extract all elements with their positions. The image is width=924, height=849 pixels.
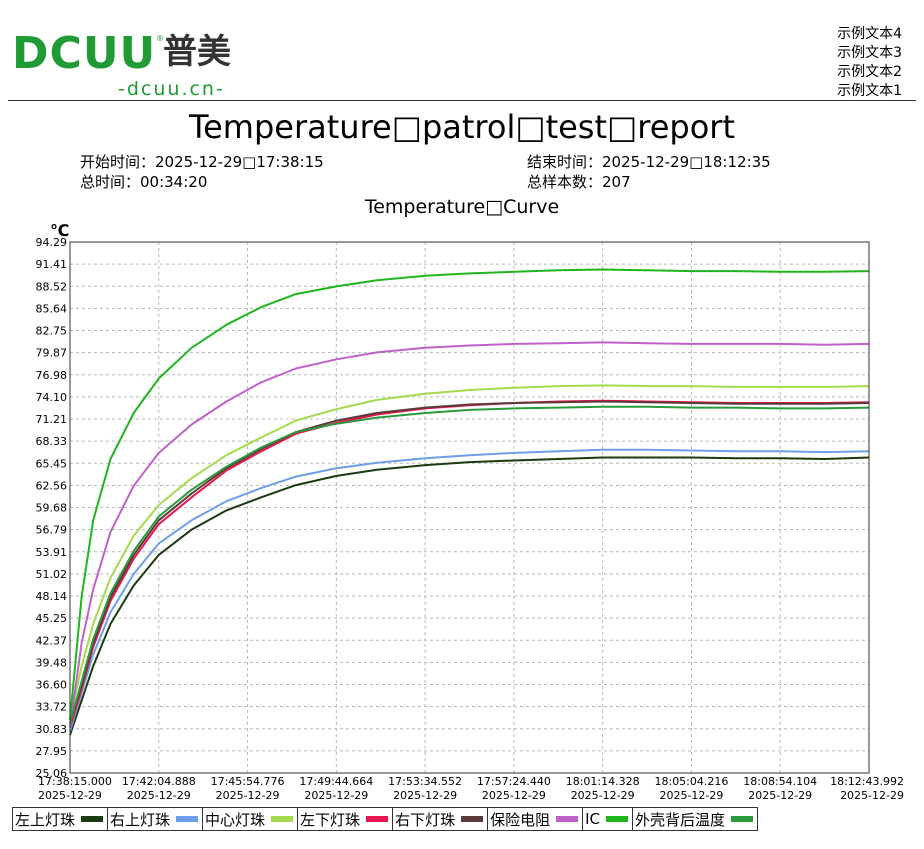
legend-item: IC — [583, 808, 633, 830]
legend-item: 左下灯珠 — [298, 808, 394, 830]
x-tick-date: 2025-12-29 — [304, 789, 368, 802]
y-tick-label: 94.29 — [36, 236, 68, 249]
registered-mark: ® — [156, 34, 164, 43]
y-tick-label: 59.68 — [36, 502, 68, 515]
legend-label: 保险电阻 — [490, 810, 551, 829]
legend-swatch — [461, 816, 484, 822]
y-tick-label: 62.56 — [36, 479, 68, 492]
legend-swatch — [556, 816, 579, 822]
y-axis-unit: ℃ — [50, 221, 69, 240]
y-tick-label: 82.75 — [36, 325, 68, 338]
y-tick-label: 56.79 — [36, 524, 68, 537]
legend-item: 右下灯珠 — [393, 808, 489, 830]
x-tick-date: 2025-12-29 — [748, 789, 812, 802]
end-time: 结束时间：2025-12-29□18:12:35 — [527, 153, 771, 171]
y-tick-label: 51.02 — [36, 568, 68, 581]
legend-label: 右上灯珠 — [110, 810, 171, 829]
y-tick-label: 48.14 — [36, 590, 68, 603]
y-tick-label: 33.72 — [36, 701, 68, 714]
y-tick-label: 36.60 — [36, 679, 68, 692]
sample-text-2: 示例文本2 — [837, 64, 902, 80]
legend-item: 外壳背后温度 — [633, 808, 757, 830]
x-tick-date: 2025-12-29 — [127, 789, 191, 802]
legend-item: 中心灯珠 — [203, 808, 299, 830]
x-tick-time: 17:45:54.776 — [211, 775, 285, 788]
y-tick-label: 71.21 — [36, 413, 68, 426]
series-line-6 — [69, 341, 870, 728]
legend-item: 右上灯珠 — [108, 808, 204, 830]
legend-swatch — [606, 816, 628, 822]
y-tick-label: 25.06 — [36, 767, 68, 780]
series-line-3 — [69, 384, 870, 721]
legend-label: 左下灯珠 — [300, 810, 361, 829]
series-line-7 — [69, 268, 870, 720]
series-line-1 — [69, 456, 870, 736]
legend-item: 左上灯珠 — [13, 808, 109, 830]
series-line-5 — [69, 400, 870, 724]
series-line-2 — [69, 448, 870, 732]
legend-label: 外壳背后温度 — [635, 810, 726, 829]
y-tick-label: 53.91 — [36, 546, 68, 559]
x-tick-time: 17:42:04.888 — [122, 775, 196, 788]
x-tick-date: 2025-12-29 — [659, 789, 723, 802]
x-tick-time: 18:08:54.104 — [743, 775, 817, 788]
header-divider — [8, 100, 916, 101]
legend-label: 中心灯珠 — [205, 810, 266, 829]
legend-swatch — [176, 816, 199, 822]
y-tick-label: 88.52 — [36, 280, 68, 293]
y-tick-label: 45.25 — [36, 612, 68, 625]
x-tick-date: 2025-12-29 — [482, 789, 546, 802]
report-title: Temperature□patrol□test□report — [189, 108, 735, 146]
legend-label: 右下灯珠 — [395, 810, 456, 829]
x-tick-time: 18:05:04.216 — [654, 775, 728, 788]
y-tick-label: 39.48 — [36, 656, 68, 669]
series-line-8 — [69, 405, 870, 724]
start-time: 开始时间：2025-12-29□17:38:15 — [80, 153, 324, 171]
x-tick-time: 17:38:15.000 — [38, 775, 112, 788]
x-tick-date: 2025-12-29 — [216, 789, 280, 802]
y-tick-label: 68.33 — [36, 435, 68, 448]
legend-swatch — [271, 816, 294, 822]
x-tick-time: 18:01:14.328 — [566, 775, 640, 788]
plot-area-border — [69, 241, 870, 774]
brand-logo-chinese: 普美 — [163, 32, 231, 72]
y-tick-label: 42.37 — [36, 634, 68, 647]
y-tick-label: 76.98 — [36, 369, 68, 382]
x-tick-time: 18:12:43.992 — [830, 775, 904, 788]
legend-swatch — [366, 816, 389, 822]
x-tick-time: 17:49:44.664 — [299, 775, 373, 788]
y-tick-label: 79.87 — [36, 347, 68, 360]
y-tick-label: 91.41 — [36, 258, 68, 271]
chart-title: Temperature□Curve — [364, 196, 560, 218]
sample-text-1: 示例文本1 — [837, 83, 902, 99]
legend-swatch — [731, 816, 754, 822]
sample-text-3: 示例文本3 — [837, 45, 902, 61]
y-tick-label: 74.10 — [36, 391, 68, 404]
legend-item: 保险电阻 — [488, 808, 584, 830]
legend-label: IC — [585, 810, 600, 828]
legend-swatch — [81, 816, 104, 822]
sample-text-4: 示例文本4 — [837, 26, 902, 42]
brand-logo: DCUU — [12, 28, 157, 79]
series-line-4 — [69, 399, 870, 728]
sample-count: 总样本数：207 — [527, 173, 631, 191]
x-tick-time: 17:53:34.552 — [388, 775, 462, 788]
total-time: 总时间：00:34:20 — [80, 173, 208, 191]
y-tick-label: 30.83 — [36, 723, 68, 736]
brand-url: -dcuu.cn- — [118, 78, 225, 100]
x-tick-date: 2025-12-29 — [393, 789, 457, 802]
y-tick-label: 27.95 — [36, 745, 68, 758]
y-tick-label: 65.45 — [36, 457, 68, 470]
legend-label: 左上灯珠 — [15, 810, 76, 829]
x-tick-date: 2025-12-29 — [840, 789, 904, 802]
x-tick-date: 2025-12-29 — [571, 789, 635, 802]
x-tick-date: 2025-12-29 — [38, 789, 102, 802]
chart-legend: 左上灯珠 右上灯珠 中心灯珠 左下灯珠 右下灯珠 保险电阻 IC 外壳背后温度 — [12, 807, 759, 831]
y-tick-label: 85.64 — [36, 302, 68, 315]
x-tick-time: 17:57:24.440 — [477, 775, 551, 788]
